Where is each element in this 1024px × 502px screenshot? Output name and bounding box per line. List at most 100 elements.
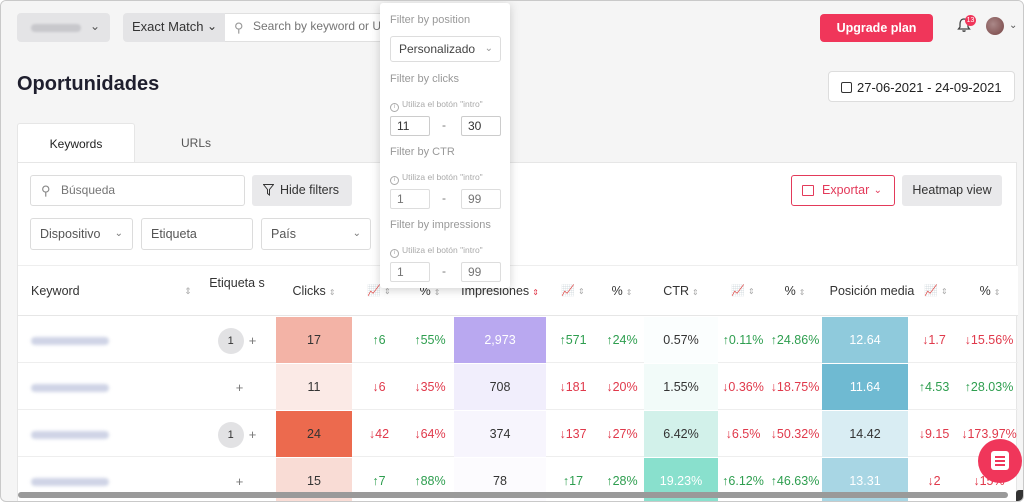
impr-cell: 374	[454, 411, 546, 457]
add-tag-icon[interactable]: +	[235, 379, 244, 395]
sort-icon: ⇕	[384, 287, 391, 296]
impr-p-cell: ↑28%	[606, 474, 638, 488]
table-row[interactable]: 1 +17 ↑6 ↑55% 2,973 ↑571 ↑24% 0.57% ↑0.11% ↑24.86…	[18, 317, 1018, 363]
pos-p-cell: ↓15.56%	[964, 333, 1014, 347]
impressions-min-input[interactable]	[390, 262, 430, 282]
keyword-text-blurred	[31, 430, 109, 439]
trend-chart-icon[interactable]: 📈 ⇕	[367, 285, 391, 297]
impressions-max-input[interactable]	[461, 262, 501, 282]
column-header-impr-pct[interactable]: % ⇕	[600, 266, 644, 317]
sort-icon: ⇕	[798, 288, 806, 297]
add-tag-icon[interactable]: +	[248, 332, 257, 348]
keyword-cell[interactable]	[18, 458, 198, 501]
clicks-header-label: Clicks	[292, 284, 326, 298]
impr-p-cell: ↓27%	[606, 427, 638, 441]
corner-widget	[1016, 490, 1023, 501]
export-button[interactable]: Exportar ⌄	[791, 175, 895, 206]
trend-chart-icon[interactable]: 📈 ⇕	[561, 285, 585, 297]
clicks-d-cell: ↑6	[372, 333, 386, 347]
tab-urls[interactable]: URLs	[180, 136, 211, 150]
column-header-clicks-pct[interactable]: % ⇕	[406, 266, 454, 317]
info-icon: i	[390, 249, 399, 258]
ctr-cell: 6.42%	[644, 411, 718, 457]
pos-d-cell: ↑4.53	[918, 380, 950, 394]
column-header-clicks[interactable]: Clicks ⇕	[276, 266, 352, 317]
chevron-down-icon[interactable]: ⌄	[1009, 20, 1018, 31]
export-label: Exportar	[822, 183, 870, 197]
chevron-down-icon: ⌄	[873, 185, 882, 196]
filter-popover: Filter by position Personalizado ⌄ Filte…	[380, 3, 510, 288]
keyword-search-input[interactable]	[253, 19, 381, 33]
impressions-filter-label: Filter by impressions	[390, 219, 491, 231]
country-filter-select[interactable]: País ⌄	[261, 218, 371, 250]
keyword-cell[interactable]	[18, 411, 198, 457]
device-filter-select[interactable]: Dispositivo ⌄	[30, 218, 133, 250]
pos-cell: 12.64	[822, 317, 908, 363]
column-header-ctr[interactable]: CTR ⇕	[644, 266, 718, 317]
ctr-cell: 1.55%	[644, 364, 718, 410]
tags-cell: +	[208, 458, 266, 501]
ctr-max-input[interactable]	[461, 189, 501, 209]
add-tag-icon[interactable]: +	[235, 473, 244, 489]
chat-button[interactable]	[978, 439, 1022, 483]
sort-icon: ⇕	[328, 288, 336, 297]
chevron-down-icon: ⌄	[484, 43, 493, 54]
clicks-min-input[interactable]	[390, 116, 430, 136]
column-header-keyword[interactable]: Keyword	[18, 266, 198, 317]
date-range-picker[interactable]: 27-06-2021 - 24-09-2021	[828, 71, 1015, 102]
ctr-cell: 0.57%	[644, 317, 718, 363]
range-dash: -	[442, 264, 446, 278]
column-header-pos-pct[interactable]: % ⇕	[968, 266, 1012, 317]
tag-count-badge[interactable]: 1	[217, 327, 244, 354]
clicks-max-input[interactable]	[461, 116, 501, 136]
search-icon: ⚲	[41, 183, 51, 198]
keyword-text-blurred	[31, 383, 109, 392]
table-row[interactable]: +11 ↓6 ↓35% 708 ↓181 ↓20% 1.55% ↓0.36% ↓18.75% 11…	[18, 364, 1018, 410]
column-header-ctr-pct[interactable]: % ⇕	[768, 266, 822, 317]
keyword-search-field[interactable]: ⚲	[225, 13, 385, 42]
table-row[interactable]: 1 +24 ↓42 ↓64% 374 ↓137 ↓27% 6.42% ↓6.5% ↓50.32% 1…	[18, 411, 1018, 457]
pos-d-cell: ↓1.7	[922, 333, 946, 347]
position-filter-select[interactable]: Personalizado ⌄	[390, 36, 501, 62]
impr-p-cell: ↑24%	[606, 333, 638, 347]
hide-filters-button[interactable]: Hide filters	[252, 175, 352, 206]
table-search-field[interactable]: ⚲	[30, 175, 245, 206]
trend-chart-icon[interactable]: 📈 ⇕	[731, 285, 755, 297]
keyword-cell[interactable]	[18, 364, 198, 410]
tag-filter-input[interactable]: Etiqueta	[141, 218, 253, 250]
upgrade-plan-button[interactable]: Upgrade plan	[820, 14, 933, 42]
sort-icon: ⇕	[625, 288, 633, 297]
top-bar: ⌄ Exact Match ⌄ ⚲ Upgrade plan 13 ⌄	[1, 1, 1023, 53]
sort-desc-icon: ⇕	[532, 288, 539, 297]
add-tag-icon[interactable]: +	[248, 426, 257, 442]
trend-chart-icon[interactable]: 📈 ⇕	[924, 285, 948, 297]
table-header: Keyword ⇕ Etiqueta s Clicks ⇕ 📈 ⇕ % ⇕ Impre…	[18, 265, 1018, 316]
column-header-tags[interactable]: Etiqueta s	[209, 276, 265, 290]
table-search-input[interactable]	[61, 183, 231, 197]
clicks-filter-label: Filter by clicks	[390, 73, 460, 85]
sort-icon: ⇕	[433, 288, 441, 297]
sort-icon[interactable]: ⇕	[184, 286, 192, 296]
search-icon: ⚲	[234, 20, 244, 35]
clicks-cell: 17	[276, 317, 352, 363]
ctr-min-input[interactable]	[390, 189, 430, 209]
tags-cell: +	[208, 364, 266, 410]
position-filter-value: Personalizado	[399, 42, 476, 56]
project-select[interactable]: ⌄	[17, 13, 110, 42]
keyword-cell[interactable]	[18, 317, 198, 363]
avatar[interactable]	[986, 17, 1004, 35]
keyword-header-label: Keyword	[31, 284, 80, 298]
keyword-text-blurred	[31, 336, 109, 345]
column-header-position[interactable]: Posición media	[822, 266, 922, 317]
range-dash: -	[442, 191, 446, 205]
ctr-hint: i Utiliza el botón "intro"	[390, 172, 483, 185]
match-type-select[interactable]: Exact Match ⌄	[123, 13, 225, 42]
position-filter-label: Filter by position	[390, 14, 471, 26]
tag-count-badge[interactable]: 1	[217, 421, 244, 448]
chevron-down-icon: ⌄	[206, 19, 217, 33]
pos-p-cell: ↓173.97%	[961, 427, 1017, 441]
tags-cell: 1 +	[208, 317, 266, 363]
heatmap-view-button[interactable]: Heatmap view	[902, 175, 1002, 206]
tab-keywords[interactable]: Keywords	[17, 123, 135, 163]
horizontal-scrollbar[interactable]	[18, 492, 1008, 498]
